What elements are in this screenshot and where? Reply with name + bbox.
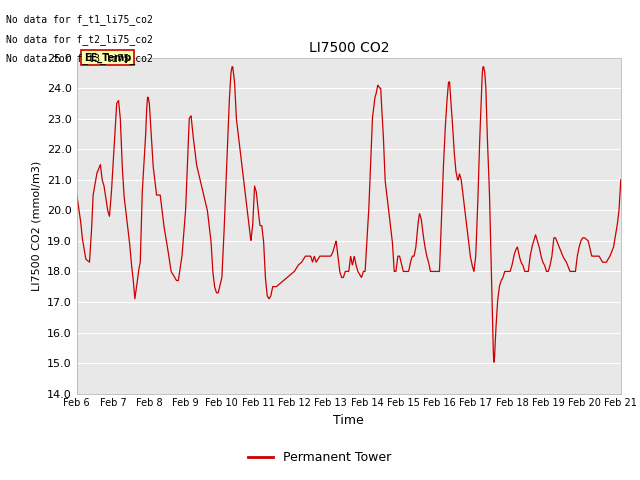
Text: EE_Temp: EE_Temp: [84, 52, 131, 63]
Text: No data for f_t3_li75_co2: No data for f_t3_li75_co2: [6, 53, 153, 64]
Text: No data for f_t2_li75_co2: No data for f_t2_li75_co2: [6, 34, 153, 45]
X-axis label: Time: Time: [333, 414, 364, 427]
Y-axis label: LI7500 CO2 (mmol/m3): LI7500 CO2 (mmol/m3): [31, 160, 42, 291]
Text: No data for f_t1_li75_co2: No data for f_t1_li75_co2: [6, 14, 153, 25]
Title: LI7500 CO2: LI7500 CO2: [308, 41, 389, 55]
Legend: Permanent Tower: Permanent Tower: [243, 446, 397, 469]
